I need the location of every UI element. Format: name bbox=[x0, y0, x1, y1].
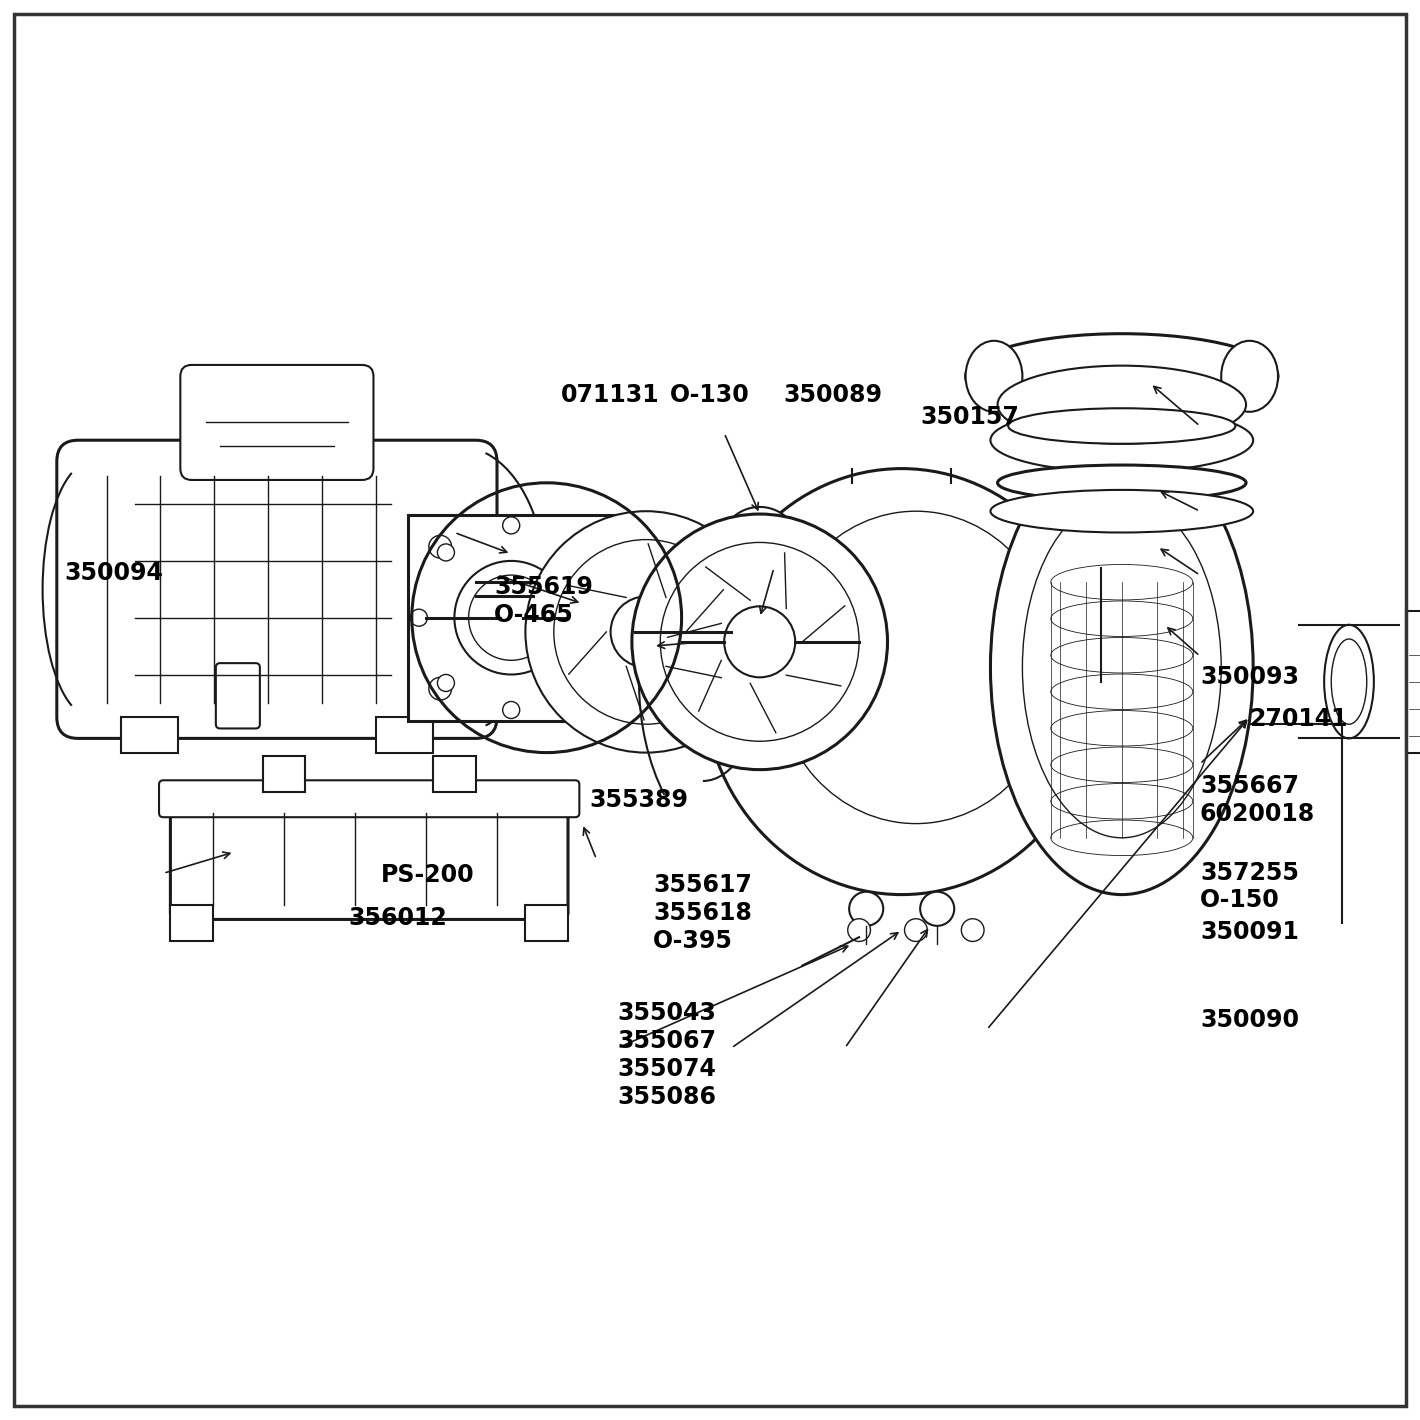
Ellipse shape bbox=[966, 334, 1278, 419]
Circle shape bbox=[410, 609, 427, 626]
Text: 350157: 350157 bbox=[920, 405, 1020, 429]
Circle shape bbox=[454, 561, 568, 674]
Circle shape bbox=[554, 540, 738, 724]
Circle shape bbox=[568, 544, 585, 561]
Ellipse shape bbox=[997, 366, 1247, 443]
Bar bbox=[433, 755, 476, 791]
Text: 350093: 350093 bbox=[1200, 665, 1299, 689]
Ellipse shape bbox=[703, 469, 1100, 895]
Text: 350089: 350089 bbox=[784, 383, 883, 408]
Circle shape bbox=[568, 674, 585, 692]
Bar bbox=[1406, 611, 1420, 753]
FancyBboxPatch shape bbox=[180, 365, 373, 480]
FancyBboxPatch shape bbox=[57, 440, 497, 738]
Circle shape bbox=[660, 542, 859, 741]
Circle shape bbox=[905, 919, 927, 941]
Circle shape bbox=[1086, 568, 1200, 682]
Bar bbox=[525, 906, 568, 940]
Text: 355617
355618
O-395: 355617 355618 O-395 bbox=[653, 873, 753, 953]
Circle shape bbox=[525, 511, 767, 753]
Circle shape bbox=[734, 521, 785, 572]
Ellipse shape bbox=[997, 464, 1247, 501]
Text: 357255
O-150: 357255 O-150 bbox=[1200, 861, 1299, 912]
Text: 355043
355067
355074
355086: 355043 355067 355074 355086 bbox=[618, 1001, 717, 1109]
Ellipse shape bbox=[1008, 409, 1235, 443]
Circle shape bbox=[961, 919, 984, 941]
Circle shape bbox=[437, 674, 454, 692]
Circle shape bbox=[849, 892, 883, 926]
Ellipse shape bbox=[1022, 497, 1221, 838]
Circle shape bbox=[724, 606, 795, 677]
Text: 355619
O-465: 355619 O-465 bbox=[494, 575, 594, 626]
Text: 356012: 356012 bbox=[348, 906, 447, 930]
Ellipse shape bbox=[1332, 639, 1366, 724]
FancyBboxPatch shape bbox=[170, 798, 568, 920]
Bar bbox=[409, 514, 613, 721]
Ellipse shape bbox=[991, 440, 1252, 895]
Circle shape bbox=[429, 677, 452, 700]
Text: 355667
6020018: 355667 6020018 bbox=[1200, 774, 1315, 825]
Bar bbox=[263, 755, 305, 791]
Text: 270141: 270141 bbox=[1250, 707, 1348, 731]
Circle shape bbox=[595, 609, 612, 626]
Circle shape bbox=[571, 535, 594, 558]
Circle shape bbox=[503, 517, 520, 534]
Circle shape bbox=[632, 514, 888, 770]
Circle shape bbox=[429, 535, 452, 558]
Circle shape bbox=[920, 892, 954, 926]
Circle shape bbox=[848, 919, 870, 941]
Ellipse shape bbox=[1325, 625, 1375, 738]
FancyBboxPatch shape bbox=[216, 663, 260, 728]
Text: 350094: 350094 bbox=[64, 561, 163, 585]
Bar bbox=[121, 717, 178, 753]
Text: 071131: 071131 bbox=[561, 383, 659, 408]
Ellipse shape bbox=[991, 490, 1252, 532]
Text: O-130: O-130 bbox=[670, 383, 750, 408]
Circle shape bbox=[503, 701, 520, 719]
Ellipse shape bbox=[774, 511, 1058, 824]
Ellipse shape bbox=[991, 408, 1252, 471]
Bar bbox=[170, 906, 213, 940]
Circle shape bbox=[469, 575, 554, 660]
Circle shape bbox=[611, 596, 682, 667]
Circle shape bbox=[437, 544, 454, 561]
Text: 350090: 350090 bbox=[1200, 1008, 1299, 1032]
Text: 350091: 350091 bbox=[1200, 920, 1299, 944]
Text: PS-200: PS-200 bbox=[381, 863, 474, 888]
Bar bbox=[376, 717, 433, 753]
Ellipse shape bbox=[966, 341, 1022, 412]
Text: 355389: 355389 bbox=[589, 788, 689, 812]
Ellipse shape bbox=[1221, 341, 1278, 412]
FancyBboxPatch shape bbox=[159, 780, 579, 818]
Circle shape bbox=[571, 677, 594, 700]
Circle shape bbox=[720, 507, 799, 586]
